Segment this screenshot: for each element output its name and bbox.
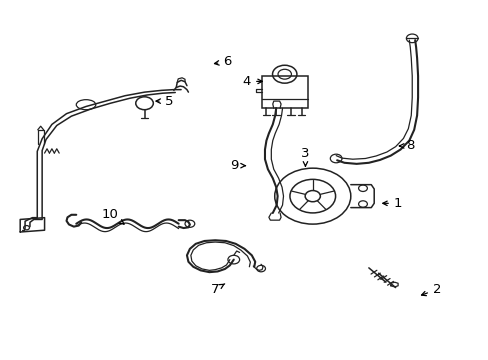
Text: 4: 4 bbox=[242, 75, 262, 88]
Text: 10: 10 bbox=[102, 208, 124, 224]
Bar bbox=[261, 76, 307, 108]
Text: 3: 3 bbox=[301, 147, 309, 166]
Text: 9: 9 bbox=[230, 159, 245, 172]
Text: 8: 8 bbox=[399, 139, 414, 152]
Text: 5: 5 bbox=[156, 95, 173, 108]
Text: 1: 1 bbox=[382, 197, 402, 210]
Text: 7: 7 bbox=[210, 283, 224, 296]
Text: 2: 2 bbox=[421, 283, 441, 296]
Text: 6: 6 bbox=[214, 55, 231, 68]
